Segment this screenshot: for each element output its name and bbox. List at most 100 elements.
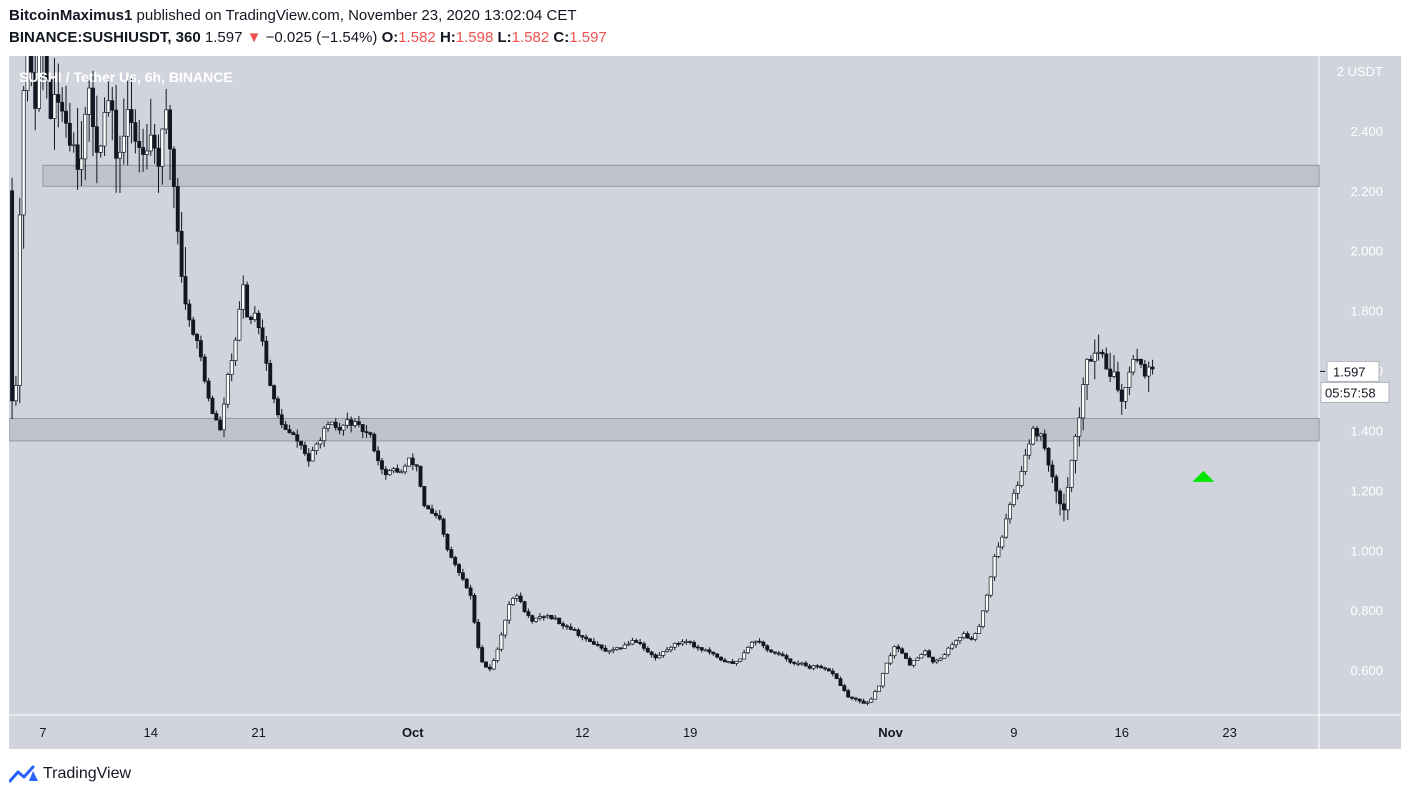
candle[interactable] <box>880 672 885 689</box>
candle[interactable] <box>1077 407 1082 447</box>
candle[interactable] <box>206 377 211 402</box>
candle[interactable] <box>460 568 465 582</box>
candle[interactable] <box>499 632 504 652</box>
author-name[interactable]: BitcoinMaximus1 <box>9 7 133 24</box>
candle[interactable] <box>1050 460 1055 483</box>
candle[interactable] <box>395 464 400 474</box>
candle[interactable] <box>356 415 361 428</box>
candle[interactable] <box>1011 489 1016 508</box>
candle[interactable] <box>1042 429 1047 451</box>
candle[interactable] <box>1135 348 1140 363</box>
candle[interactable] <box>684 639 689 645</box>
candle[interactable] <box>850 696 854 701</box>
candle[interactable] <box>391 467 396 474</box>
candle[interactable] <box>476 619 481 650</box>
candle[interactable] <box>141 128 146 172</box>
candle[interactable] <box>364 425 369 438</box>
candle[interactable] <box>94 95 99 184</box>
candle[interactable] <box>410 453 415 471</box>
candle[interactable] <box>749 640 754 650</box>
candle[interactable] <box>21 86 26 249</box>
support-resistance-zone[interactable] <box>42 164 1320 187</box>
candle[interactable] <box>1112 355 1116 379</box>
candle[interactable] <box>545 613 550 619</box>
candle[interactable] <box>1008 502 1012 524</box>
candle[interactable] <box>826 667 831 672</box>
candle[interactable] <box>657 652 662 659</box>
candle[interactable] <box>900 647 905 655</box>
candle[interactable] <box>811 664 816 671</box>
candle[interactable] <box>229 353 234 382</box>
candle[interactable] <box>1123 387 1128 409</box>
candle[interactable] <box>680 639 685 646</box>
candle[interactable] <box>48 79 53 120</box>
candle[interactable] <box>511 596 515 607</box>
candle[interactable] <box>430 504 435 514</box>
candle[interactable] <box>1085 358 1090 400</box>
candle[interactable] <box>930 656 935 665</box>
candle[interactable] <box>491 658 496 671</box>
candle[interactable] <box>572 627 577 631</box>
candle[interactable] <box>642 641 646 652</box>
candle[interactable] <box>649 650 654 658</box>
candle[interactable] <box>927 649 932 658</box>
candle[interactable] <box>638 638 643 646</box>
candle[interactable] <box>1069 459 1074 493</box>
candle[interactable] <box>156 134 161 193</box>
candle[interactable] <box>892 645 897 659</box>
candle[interactable] <box>665 646 670 653</box>
candle[interactable] <box>742 649 747 660</box>
candle[interactable] <box>218 416 223 432</box>
candle[interactable] <box>222 397 226 437</box>
candle[interactable] <box>114 84 119 193</box>
candle[interactable] <box>202 354 207 384</box>
candle[interactable] <box>942 653 947 659</box>
candle[interactable] <box>17 197 22 404</box>
candle[interactable] <box>904 652 908 659</box>
candle[interactable] <box>225 372 230 409</box>
candle[interactable] <box>969 636 974 641</box>
candle[interactable] <box>187 299 192 327</box>
candle[interactable] <box>1015 481 1020 500</box>
candle[interactable] <box>1092 339 1097 380</box>
candle[interactable] <box>306 448 311 467</box>
candle[interactable] <box>380 458 384 475</box>
candle[interactable] <box>776 650 781 656</box>
candle[interactable] <box>988 576 993 598</box>
candle[interactable] <box>726 661 731 664</box>
candle[interactable] <box>1031 425 1036 446</box>
candle[interactable] <box>495 647 500 663</box>
candle[interactable] <box>1127 366 1132 396</box>
candle[interactable] <box>1023 448 1028 475</box>
candle[interactable] <box>368 431 373 438</box>
candle[interactable] <box>79 121 84 186</box>
candle[interactable] <box>692 640 697 649</box>
candle[interactable] <box>106 79 111 117</box>
candle[interactable] <box>279 408 284 429</box>
candle[interactable] <box>734 660 739 666</box>
candle[interactable] <box>645 646 650 654</box>
candle[interactable] <box>87 80 92 142</box>
candle[interactable] <box>464 577 469 589</box>
candle[interactable] <box>1061 493 1066 522</box>
candle[interactable] <box>561 621 566 630</box>
candle[interactable] <box>618 647 623 651</box>
candle[interactable] <box>1046 447 1051 472</box>
candle[interactable] <box>414 464 419 472</box>
candle[interactable] <box>137 119 142 173</box>
candle[interactable] <box>746 645 750 654</box>
candle[interactable] <box>503 619 508 639</box>
candle[interactable] <box>329 421 334 426</box>
candle[interactable] <box>133 109 138 154</box>
candle[interactable] <box>468 584 473 600</box>
candle[interactable] <box>148 98 153 156</box>
candle[interactable] <box>457 562 461 577</box>
candle[interactable] <box>607 650 612 655</box>
candle[interactable] <box>326 421 330 432</box>
candle[interactable] <box>349 416 354 433</box>
candle[interactable] <box>1058 488 1063 516</box>
candle[interactable] <box>784 653 789 662</box>
candle[interactable] <box>634 638 639 643</box>
candle[interactable] <box>322 425 327 447</box>
candle[interactable] <box>557 617 562 625</box>
